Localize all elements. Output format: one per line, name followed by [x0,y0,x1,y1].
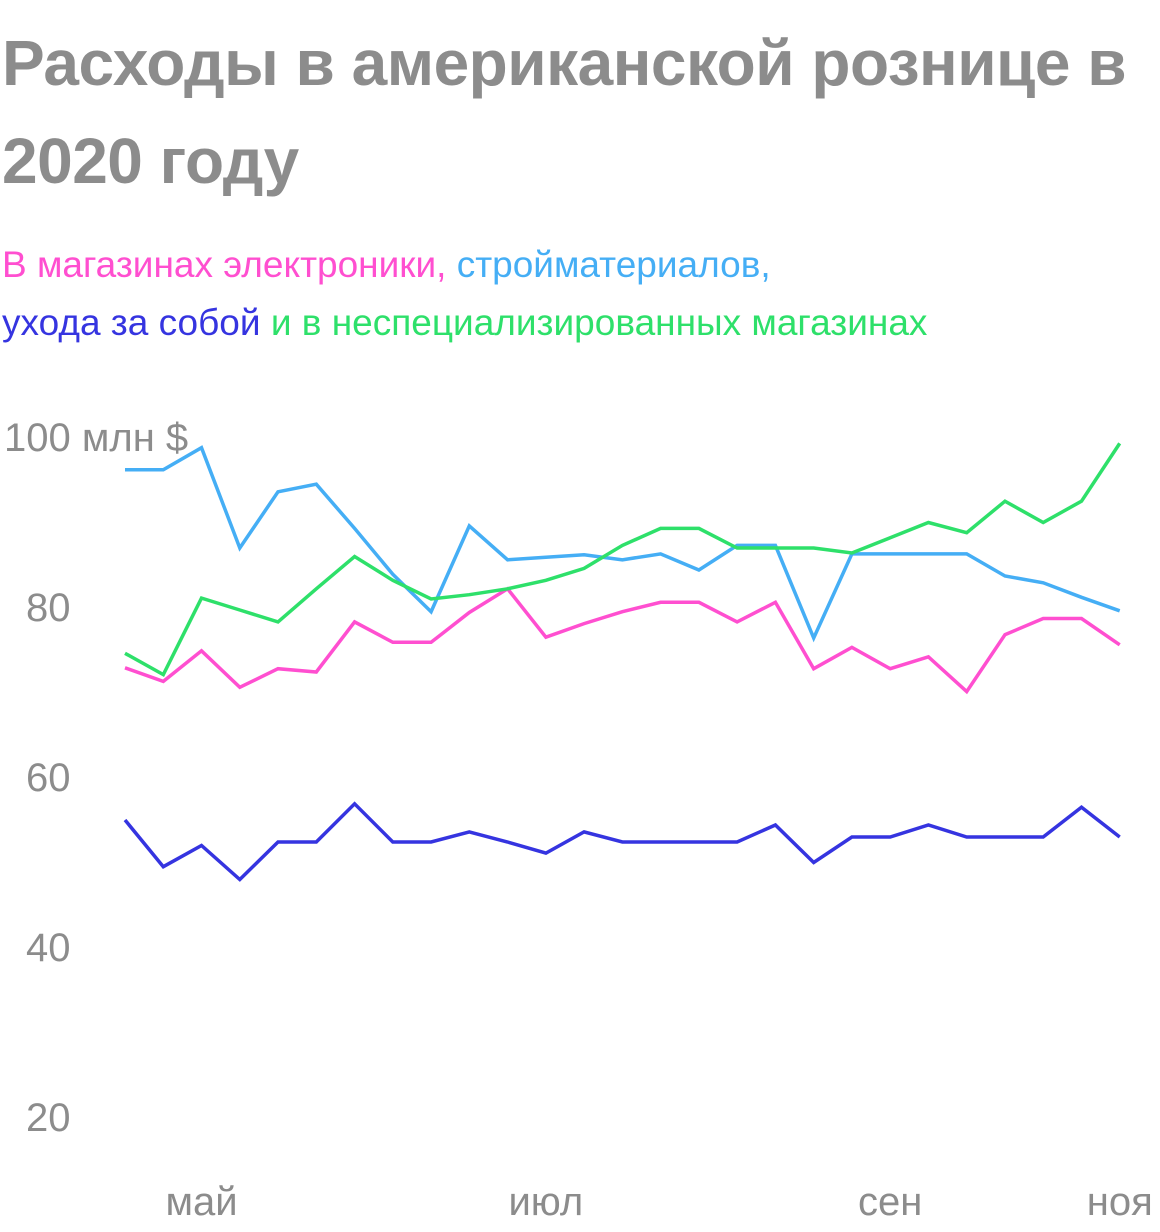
chart-subtitle-legend: В магазинах электроники, стройматериалов… [2,236,1158,352]
series-line [124,586,1121,695]
series-line [123,801,1121,882]
legend-personal-care: ухода за собой [2,302,261,343]
x-tick-label: июл [508,1180,584,1224]
y-tick-label: 20 [26,1096,71,1140]
y-tick-label: 40 [26,926,71,970]
legend-building-materials: стройматериалов, [456,244,771,285]
x-tick-label: сен [858,1180,923,1224]
chart-title: Расходы в американской рознице в 2020 го… [2,27,1127,197]
legend-electronics: В магазинах электроники, [2,244,447,285]
series-group [123,801,1121,882]
legend-general-merchandise: и в неспециализированных магазинах [270,302,928,343]
series-group [124,445,1121,643]
series-group [124,586,1121,695]
x-tick-label: ноя [1086,1180,1153,1224]
series-line [125,445,1121,643]
y-tick-label: 60 [26,756,71,800]
series-group [124,442,1122,678]
x-tick-label: май [165,1180,238,1224]
y-tick-label: 80 [26,586,71,630]
y-tick-label: 100 млн $ [4,416,189,460]
